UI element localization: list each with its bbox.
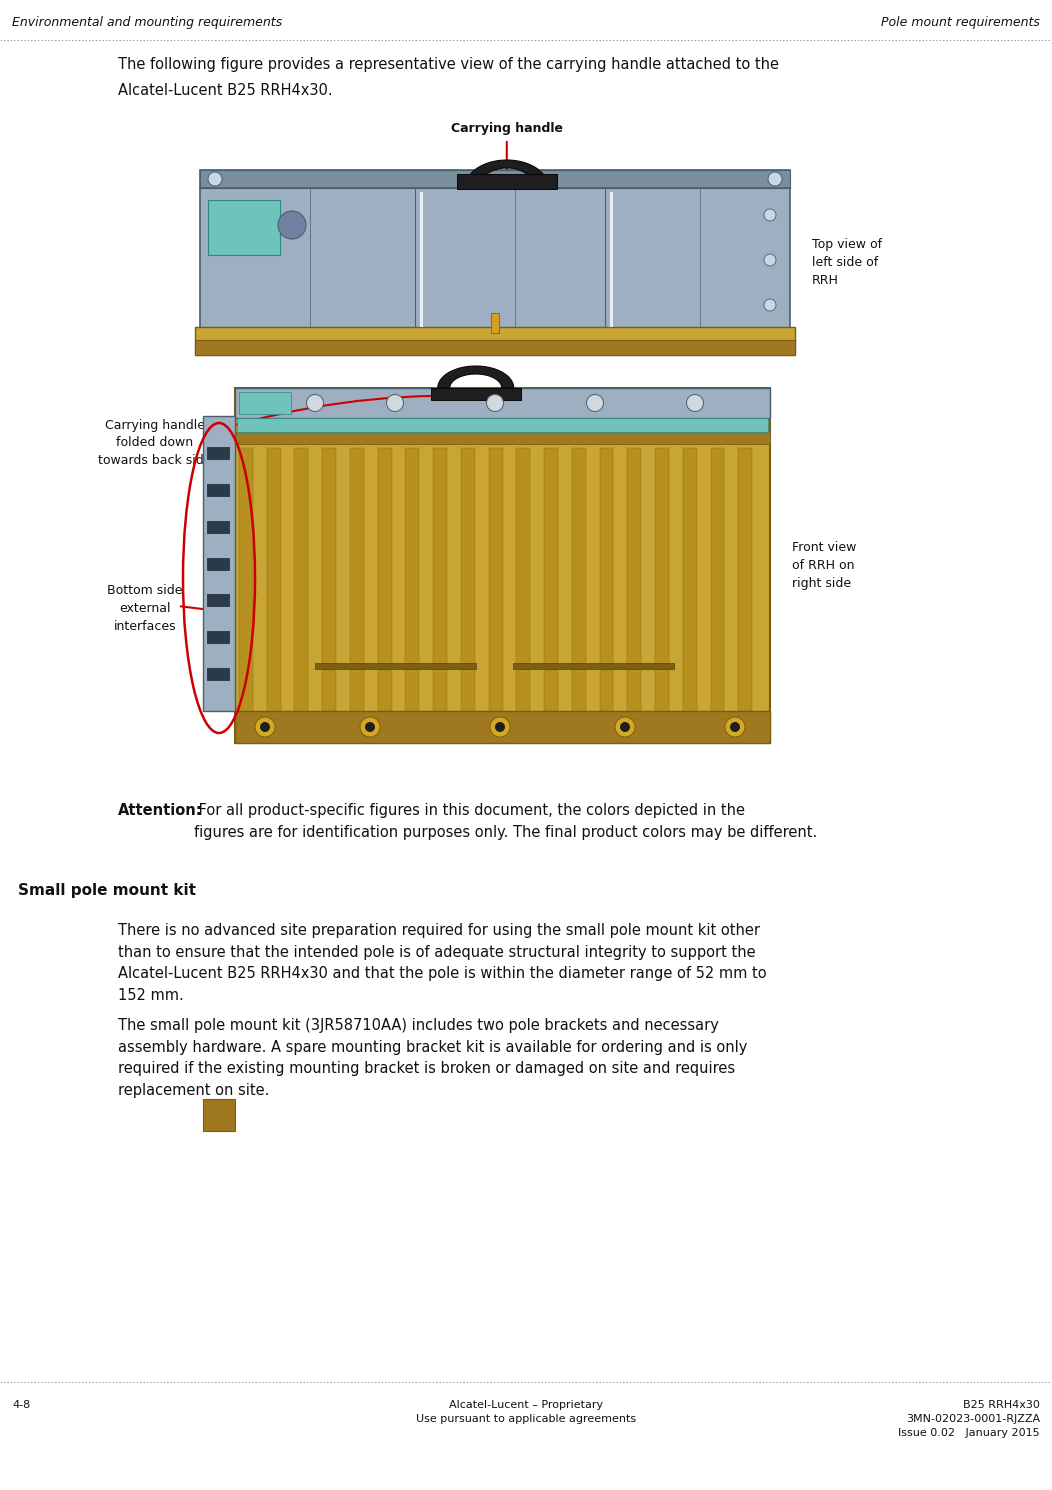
Bar [322, 448, 336, 711]
Bar [207, 557, 229, 569]
Bar [544, 448, 558, 711]
Circle shape [615, 717, 635, 738]
Text: Small pole mount kit: Small pole mount kit [18, 884, 196, 898]
Circle shape [725, 717, 745, 738]
Bar [200, 170, 790, 188]
Circle shape [687, 395, 704, 411]
Circle shape [587, 395, 604, 411]
Text: Carrying handle: Carrying handle [451, 122, 563, 136]
Text: 4-8: 4-8 [12, 1401, 31, 1410]
Text: Environmental and mounting requirements: Environmental and mounting requirements [12, 16, 282, 28]
Bar [195, 326, 795, 355]
Text: Carrying handle
folded down
towards back side: Carrying handle folded down towards back… [98, 419, 211, 468]
Bar [739, 448, 752, 711]
Bar [350, 448, 364, 711]
Circle shape [278, 212, 306, 238]
Bar [267, 448, 281, 711]
Circle shape [764, 253, 776, 267]
Circle shape [768, 171, 782, 186]
Bar [572, 448, 586, 711]
Bar [600, 448, 613, 711]
Text: The following figure provides a representative view of the carrying handle attac: The following figure provides a represen… [118, 57, 778, 72]
Circle shape [495, 723, 505, 732]
Bar [235, 711, 770, 744]
Polygon shape [465, 159, 549, 188]
Bar [295, 448, 308, 711]
Bar [491, 313, 499, 332]
Bar [207, 595, 229, 606]
Bar [488, 448, 503, 711]
Text: The small pole mount kit (3JR58710AA) includes two pole brackets and necessary
a: The small pole mount kit (3JR58710AA) in… [118, 1018, 747, 1098]
Text: There is no advanced site preparation required for using the small pole mount ki: There is no advanced site preparation re… [118, 922, 767, 1003]
Circle shape [208, 171, 222, 186]
Circle shape [490, 717, 510, 738]
Bar [420, 192, 423, 326]
Circle shape [360, 717, 380, 738]
Bar [203, 416, 235, 711]
Bar [430, 387, 521, 399]
Circle shape [386, 395, 404, 411]
Bar [316, 663, 476, 669]
Text: Attention:: Attention: [118, 803, 203, 818]
Text: Bottom side
external
interfaces: Bottom side external interfaces [107, 584, 183, 632]
Text: Front view
of RRH on
right side: Front view of RRH on right side [792, 541, 856, 590]
Bar [433, 448, 447, 711]
Text: Top view of
left side of
RRH: Top view of left side of RRH [812, 238, 883, 288]
Bar [203, 1100, 235, 1131]
Circle shape [620, 723, 630, 732]
Circle shape [764, 299, 776, 311]
Bar [461, 448, 474, 711]
Circle shape [764, 209, 776, 221]
Bar [683, 448, 696, 711]
Bar [207, 520, 229, 532]
Bar [208, 200, 280, 255]
Bar [627, 448, 641, 711]
Text: Pole mount requirements: Pole mount requirements [882, 16, 1040, 28]
Circle shape [306, 395, 324, 411]
Bar [235, 387, 770, 744]
Bar [195, 340, 795, 355]
Text: Alcatel-Lucent – Proprietary
Use pursuant to applicable agreements: Alcatel-Lucent – Proprietary Use pursuan… [416, 1401, 636, 1424]
Text: For all product-specific figures in this document, the colors depicted in the
fi: For all product-specific figures in this… [194, 803, 817, 839]
Bar [200, 170, 790, 355]
Bar [710, 448, 725, 711]
Bar [207, 668, 229, 679]
Bar [207, 632, 229, 644]
Text: Alcatel-Lucent B25 RRH4x30.: Alcatel-Lucent B25 RRH4x30. [118, 83, 332, 98]
Bar [237, 419, 768, 432]
Bar [457, 174, 557, 189]
Bar [207, 484, 229, 496]
Bar [517, 448, 530, 711]
Circle shape [486, 395, 504, 411]
Bar [378, 448, 391, 711]
Circle shape [365, 723, 375, 732]
Circle shape [730, 723, 740, 732]
Bar [610, 192, 613, 326]
Bar [239, 392, 291, 414]
Bar [655, 448, 669, 711]
Text: B25 RRH4x30
3MN-02023-0001-RJZZA
Issue 0.02   January 2015: B25 RRH4x30 3MN-02023-0001-RJZZA Issue 0… [898, 1401, 1040, 1438]
Polygon shape [438, 367, 513, 387]
Circle shape [260, 723, 270, 732]
Bar [235, 387, 770, 419]
Bar [235, 432, 770, 444]
Bar [207, 447, 229, 459]
Bar [239, 448, 252, 711]
Bar [513, 663, 673, 669]
Circle shape [255, 717, 275, 738]
Bar [405, 448, 420, 711]
